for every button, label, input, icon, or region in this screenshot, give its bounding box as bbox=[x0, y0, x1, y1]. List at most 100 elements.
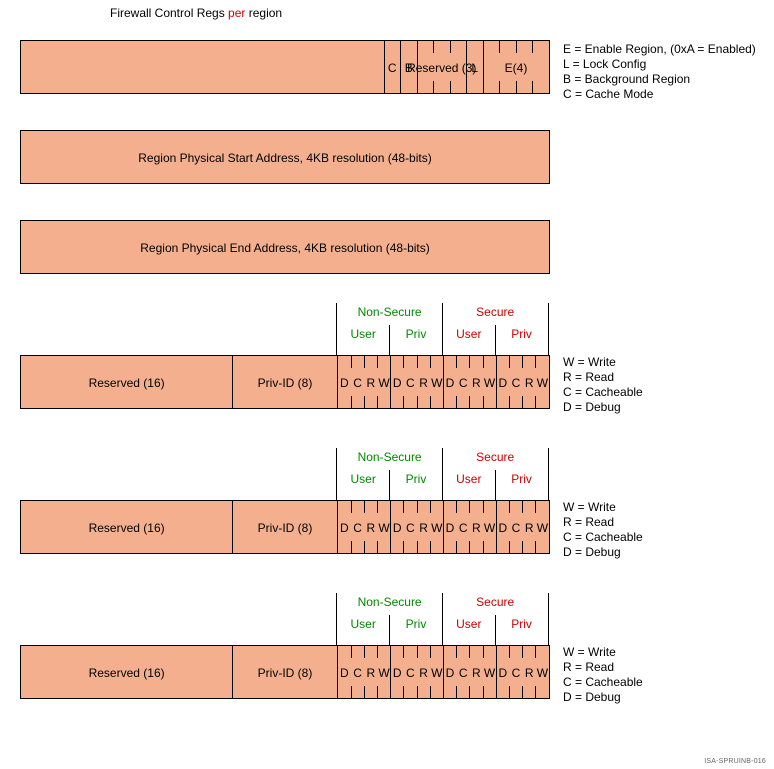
field-dcrw: W bbox=[431, 666, 442, 680]
field-dcrw: D bbox=[340, 376, 349, 390]
field-dcrw: R bbox=[419, 666, 428, 680]
field-dcrw: R bbox=[525, 521, 534, 535]
field-dcrw: C bbox=[353, 521, 362, 535]
legend-perm: W = WriteR = ReadC = CacheableD = Debug bbox=[563, 355, 643, 415]
hdr-sec-priv: Priv bbox=[511, 327, 532, 341]
field-dcrw: R bbox=[472, 666, 481, 680]
field-dcrw: D bbox=[393, 666, 402, 680]
field-dcrw: R bbox=[525, 666, 534, 680]
legend-line: W = Write bbox=[563, 355, 643, 370]
hdr-nonsecure: Non-Secure bbox=[358, 450, 422, 464]
field-reserved16: Reserved (16) bbox=[89, 666, 165, 680]
permission-register: Reserved (16)Priv-ID (8)DCRWDCRWDCRWDCRW bbox=[20, 355, 550, 409]
hdr-nonsecure: Non-Secure bbox=[358, 305, 422, 319]
hdr-sec-user: User bbox=[456, 617, 481, 631]
hdr-ns-priv: Priv bbox=[406, 327, 427, 341]
field-dcrw: D bbox=[446, 666, 455, 680]
field-reserved16: Reserved (16) bbox=[89, 521, 165, 535]
field-dcrw: R bbox=[472, 521, 481, 535]
legend-perm: W = WriteR = ReadC = CacheableD = Debug bbox=[563, 500, 643, 560]
field-dcrw: R bbox=[419, 376, 428, 390]
field-dcrw: R bbox=[525, 376, 534, 390]
field-dcrw: D bbox=[393, 376, 402, 390]
field-e: E(4) bbox=[505, 61, 528, 75]
field-b: B bbox=[405, 61, 413, 75]
field-dcrw: R bbox=[366, 666, 375, 680]
field-dcrw: C bbox=[406, 666, 415, 680]
legend-line: D = Debug bbox=[563, 400, 643, 415]
field-dcrw: D bbox=[393, 521, 402, 535]
field-dcrw: R bbox=[366, 521, 375, 535]
field-dcrw: C bbox=[406, 521, 415, 535]
hdr-sec-priv: Priv bbox=[511, 617, 532, 631]
diagram-title: Firewall Control Regs per region bbox=[110, 6, 282, 20]
legend-line: E = Enable Region, (0xA = Enabled) bbox=[563, 42, 756, 57]
field-dcrw: W bbox=[537, 376, 548, 390]
field-reserved3: Reserved (3) bbox=[407, 61, 476, 75]
field-dcrw: D bbox=[446, 376, 455, 390]
hdr-ns-priv: Priv bbox=[406, 617, 427, 631]
field-dcrw: W bbox=[378, 521, 389, 535]
field-dcrw: D bbox=[340, 666, 349, 680]
field-privid: Priv-ID (8) bbox=[258, 666, 313, 680]
field-dcrw: C bbox=[406, 376, 415, 390]
start-address-register: Region Physical Start Address, 4KB resol… bbox=[20, 130, 550, 184]
title-text: Firewall Control Regs bbox=[110, 6, 228, 20]
hdr-ns-priv: Priv bbox=[406, 472, 427, 486]
field-dcrw: C bbox=[459, 666, 468, 680]
field-privid: Priv-ID (8) bbox=[258, 376, 313, 390]
field-dcrw: R bbox=[419, 521, 428, 535]
field-dcrw: D bbox=[498, 521, 507, 535]
field-c: C bbox=[388, 61, 397, 75]
legend-line: R = Read bbox=[563, 515, 643, 530]
hdr-sec-user: User bbox=[456, 327, 481, 341]
field-dcrw: W bbox=[431, 521, 442, 535]
legend-line: C = Cacheable bbox=[563, 385, 643, 400]
field-dcrw: C bbox=[459, 521, 468, 535]
field-dcrw: C bbox=[512, 376, 521, 390]
field-dcrw: R bbox=[472, 376, 481, 390]
field-dcrw: D bbox=[446, 521, 455, 535]
control-register: E(4)LReserved (3)BC bbox=[20, 40, 550, 94]
field-dcrw: W bbox=[484, 376, 495, 390]
legend-line: L = Lock Config bbox=[563, 57, 756, 72]
field-dcrw: W bbox=[537, 666, 548, 680]
figure-id: ISA-SPRUINB-016 bbox=[704, 758, 766, 765]
field-dcrw: D bbox=[498, 376, 507, 390]
field-dcrw: C bbox=[512, 666, 521, 680]
field-dcrw: W bbox=[378, 666, 389, 680]
hdr-nonsecure: Non-Secure bbox=[358, 595, 422, 609]
legend-line: W = Write bbox=[563, 645, 643, 660]
field-dcrw: C bbox=[512, 521, 521, 535]
legend-line: B = Background Region bbox=[563, 72, 756, 87]
hdr-ns-user: User bbox=[351, 327, 376, 341]
field-dcrw: W bbox=[484, 521, 495, 535]
legend-line: C = Cache Mode bbox=[563, 87, 756, 102]
legend-line: D = Debug bbox=[563, 545, 643, 560]
hdr-secure: Secure bbox=[476, 450, 514, 464]
field-dcrw: W bbox=[378, 376, 389, 390]
field-dcrw: W bbox=[431, 376, 442, 390]
field-dcrw: R bbox=[366, 376, 375, 390]
end-address-register: Region Physical End Address, 4KB resolut… bbox=[20, 220, 550, 274]
field-reserved16: Reserved (16) bbox=[89, 376, 165, 390]
hdr-sec-user: User bbox=[456, 472, 481, 486]
title-per: per bbox=[228, 6, 245, 20]
hdr-secure: Secure bbox=[476, 595, 514, 609]
field-dcrw: D bbox=[340, 521, 349, 535]
legend-line: C = Cacheable bbox=[563, 530, 643, 545]
title-text: region bbox=[245, 6, 282, 20]
permission-register: Reserved (16)Priv-ID (8)DCRWDCRWDCRWDCRW bbox=[20, 500, 550, 554]
legend-perm: W = WriteR = ReadC = CacheableD = Debug bbox=[563, 645, 643, 705]
field-dcrw: D bbox=[498, 666, 507, 680]
hdr-secure: Secure bbox=[476, 305, 514, 319]
field-dcrw: C bbox=[353, 376, 362, 390]
hdr-ns-user: User bbox=[351, 472, 376, 486]
field-end-addr: Region Physical End Address, 4KB resolut… bbox=[140, 241, 429, 255]
field-dcrw: C bbox=[353, 666, 362, 680]
legend-line: R = Read bbox=[563, 370, 643, 385]
legend-line: R = Read bbox=[563, 660, 643, 675]
hdr-ns-user: User bbox=[351, 617, 376, 631]
field-start-addr: Region Physical Start Address, 4KB resol… bbox=[138, 151, 431, 165]
legend-line: D = Debug bbox=[563, 690, 643, 705]
